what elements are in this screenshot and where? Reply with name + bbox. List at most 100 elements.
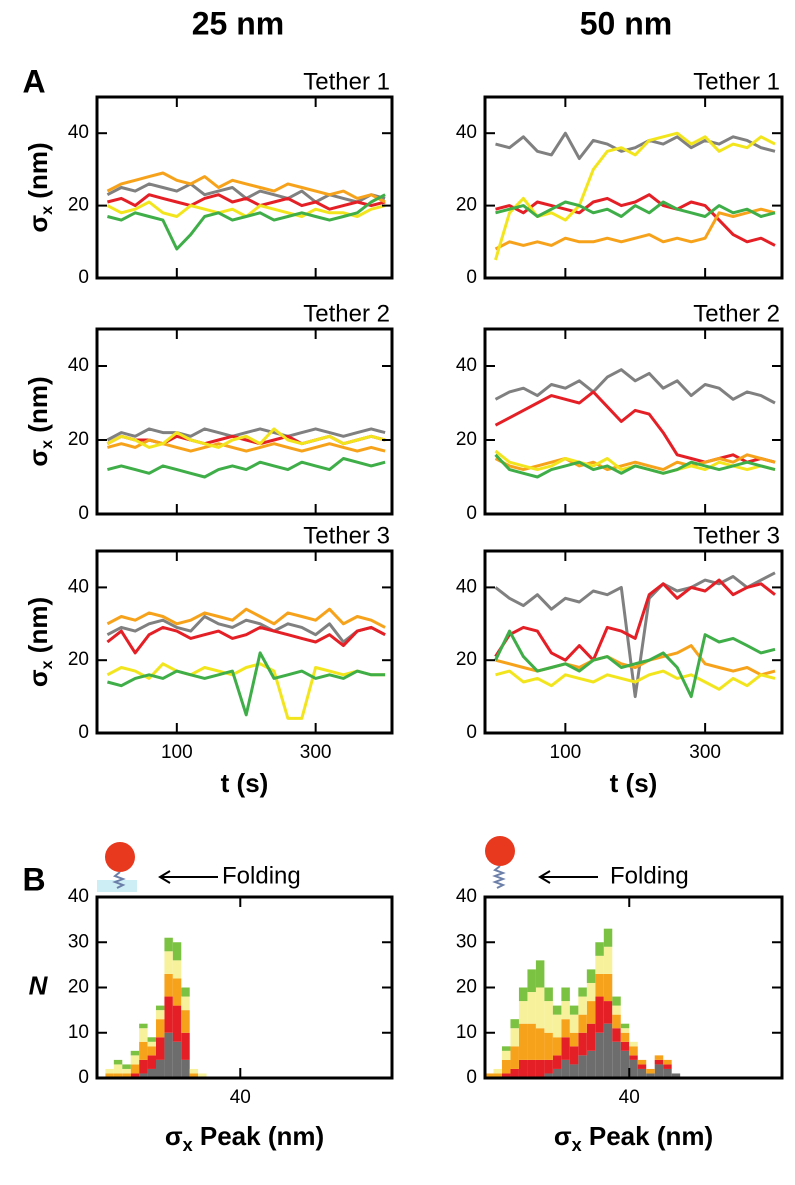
histogram-segment: [122, 1068, 131, 1074]
axis-label-subscript: x: [572, 1135, 582, 1155]
axis-label-part: σ: [23, 449, 53, 467]
histogram-segment: [510, 1068, 519, 1078]
histogram-segment: [637, 1064, 647, 1069]
histogram-segment: [493, 1068, 502, 1074]
histogram-segment: [181, 987, 190, 997]
axis-label: t (s): [221, 768, 269, 798]
histogram-segment: [586, 1001, 596, 1024]
histogram-segment: [535, 960, 545, 988]
plot-frame: [483, 95, 784, 280]
histogram-segment: [612, 1028, 621, 1042]
axis-label-subscript: x: [39, 206, 56, 215]
y-tick-label: 20: [68, 977, 89, 998]
annotation: Folding: [222, 862, 301, 889]
histogram-segment: [629, 1055, 638, 1060]
histogram-segment: [122, 1064, 131, 1069]
y-tick-label: 0: [466, 722, 477, 743]
histogram-segment: [527, 1059, 536, 1078]
plot-frame: [95, 95, 394, 280]
histogram-segment: [629, 1059, 638, 1078]
histogram-segment: [552, 1037, 562, 1056]
histogram-segment: [561, 1059, 570, 1078]
histogram-segment: [172, 1041, 182, 1078]
trace-line: [494, 453, 776, 472]
x-tick-label: 300: [689, 742, 721, 763]
histogram-segment: [654, 1055, 664, 1060]
histogram-segment: [612, 1005, 621, 1015]
histogram-segment: [164, 951, 173, 974]
histogram-segment: [147, 1055, 156, 1069]
histogram-segment: [527, 969, 536, 993]
histogram-segment: [552, 1055, 562, 1069]
histogram-segment: [518, 1059, 528, 1078]
histogram-segment: [147, 1046, 156, 1056]
histogram-segment: [535, 1028, 545, 1060]
x-tick-label: 40: [230, 1087, 251, 1108]
histogram-segment: [586, 1050, 596, 1078]
histogram-segment: [172, 1005, 182, 1042]
axis-label: σx (nm): [23, 597, 56, 687]
histogram-segment: [105, 1068, 114, 1074]
y-tick-label: 0: [78, 722, 89, 743]
trace-line: [106, 615, 386, 644]
histogram-panel: 0 10 20 30 40 40 Folding: [456, 862, 784, 1108]
histogram-segment: [552, 1068, 562, 1078]
trace-line: [107, 193, 386, 211]
histogram-segment: [620, 1028, 630, 1033]
axis-label-part: (nm): [23, 376, 53, 440]
axis-label: t (s): [610, 768, 658, 798]
histogram-segment: [156, 1019, 165, 1038]
trace-line: [494, 571, 776, 699]
histogram-segment: [156, 1037, 165, 1060]
histogram-segment: [612, 1014, 621, 1029]
histogram-segment: [181, 996, 190, 1011]
histogram-segment: [663, 1068, 672, 1078]
trace-line: [106, 427, 386, 449]
histogram-segment: [130, 1073, 140, 1078]
histogram-segment: [156, 1059, 165, 1078]
x-tick-label: 40: [619, 1087, 640, 1108]
line-panel: 0 20 40 100 300 Tether 3 t (s): [68, 522, 394, 798]
trace-line: [494, 207, 776, 251]
histogram-segment: [113, 1064, 123, 1074]
histogram-segment: [139, 1059, 148, 1074]
axis-label-part: (nm): [23, 142, 53, 206]
histogram-segment: [671, 1073, 681, 1078]
trace-line: [107, 457, 386, 479]
axis-label-part: (nm): [23, 597, 53, 661]
y-tick-label: 0: [78, 1067, 89, 1088]
panel-title: Tether 3: [693, 522, 780, 549]
histogram-segment: [156, 1005, 165, 1011]
histogram-segment: [147, 1041, 156, 1047]
histogram-segment: [654, 1064, 664, 1078]
histogram-segment: [544, 1059, 553, 1074]
trace-line: [494, 578, 776, 662]
column-heading: 50 nm: [580, 5, 672, 41]
panel-title: Tether 1: [693, 68, 780, 95]
histogram-segment: [586, 982, 596, 1002]
histogram-segment: [501, 1050, 511, 1060]
axis-label-subscript: x: [183, 1135, 193, 1155]
trace-line: [106, 171, 386, 204]
y-tick-label: 10: [456, 1022, 477, 1043]
histogram-segment: [139, 1028, 148, 1042]
histogram-segment: [569, 1032, 579, 1047]
histogram-segment: [510, 1019, 519, 1029]
y-tick-label: 40: [68, 886, 89, 907]
histogram-segment: [164, 996, 173, 1033]
y-tick-label: 40: [456, 355, 477, 376]
histogram-segment: [603, 1023, 613, 1078]
histogram-segment: [620, 1032, 630, 1042]
histogram-segment: [637, 1068, 647, 1078]
annotation: Folding: [610, 862, 689, 889]
line-panel: 0 20 40 100 300 Tether 3 t (s): [456, 522, 784, 798]
histogram-segment: [518, 1023, 528, 1060]
histogram-segment: [172, 942, 182, 961]
y-tick-label: 30: [68, 931, 89, 952]
histogram-segment: [620, 1050, 630, 1078]
histogram-segment: [603, 1001, 613, 1024]
trace-line: [494, 629, 776, 699]
trace-line: [495, 669, 776, 691]
axis-label: σx Peak (nm): [554, 1121, 713, 1155]
